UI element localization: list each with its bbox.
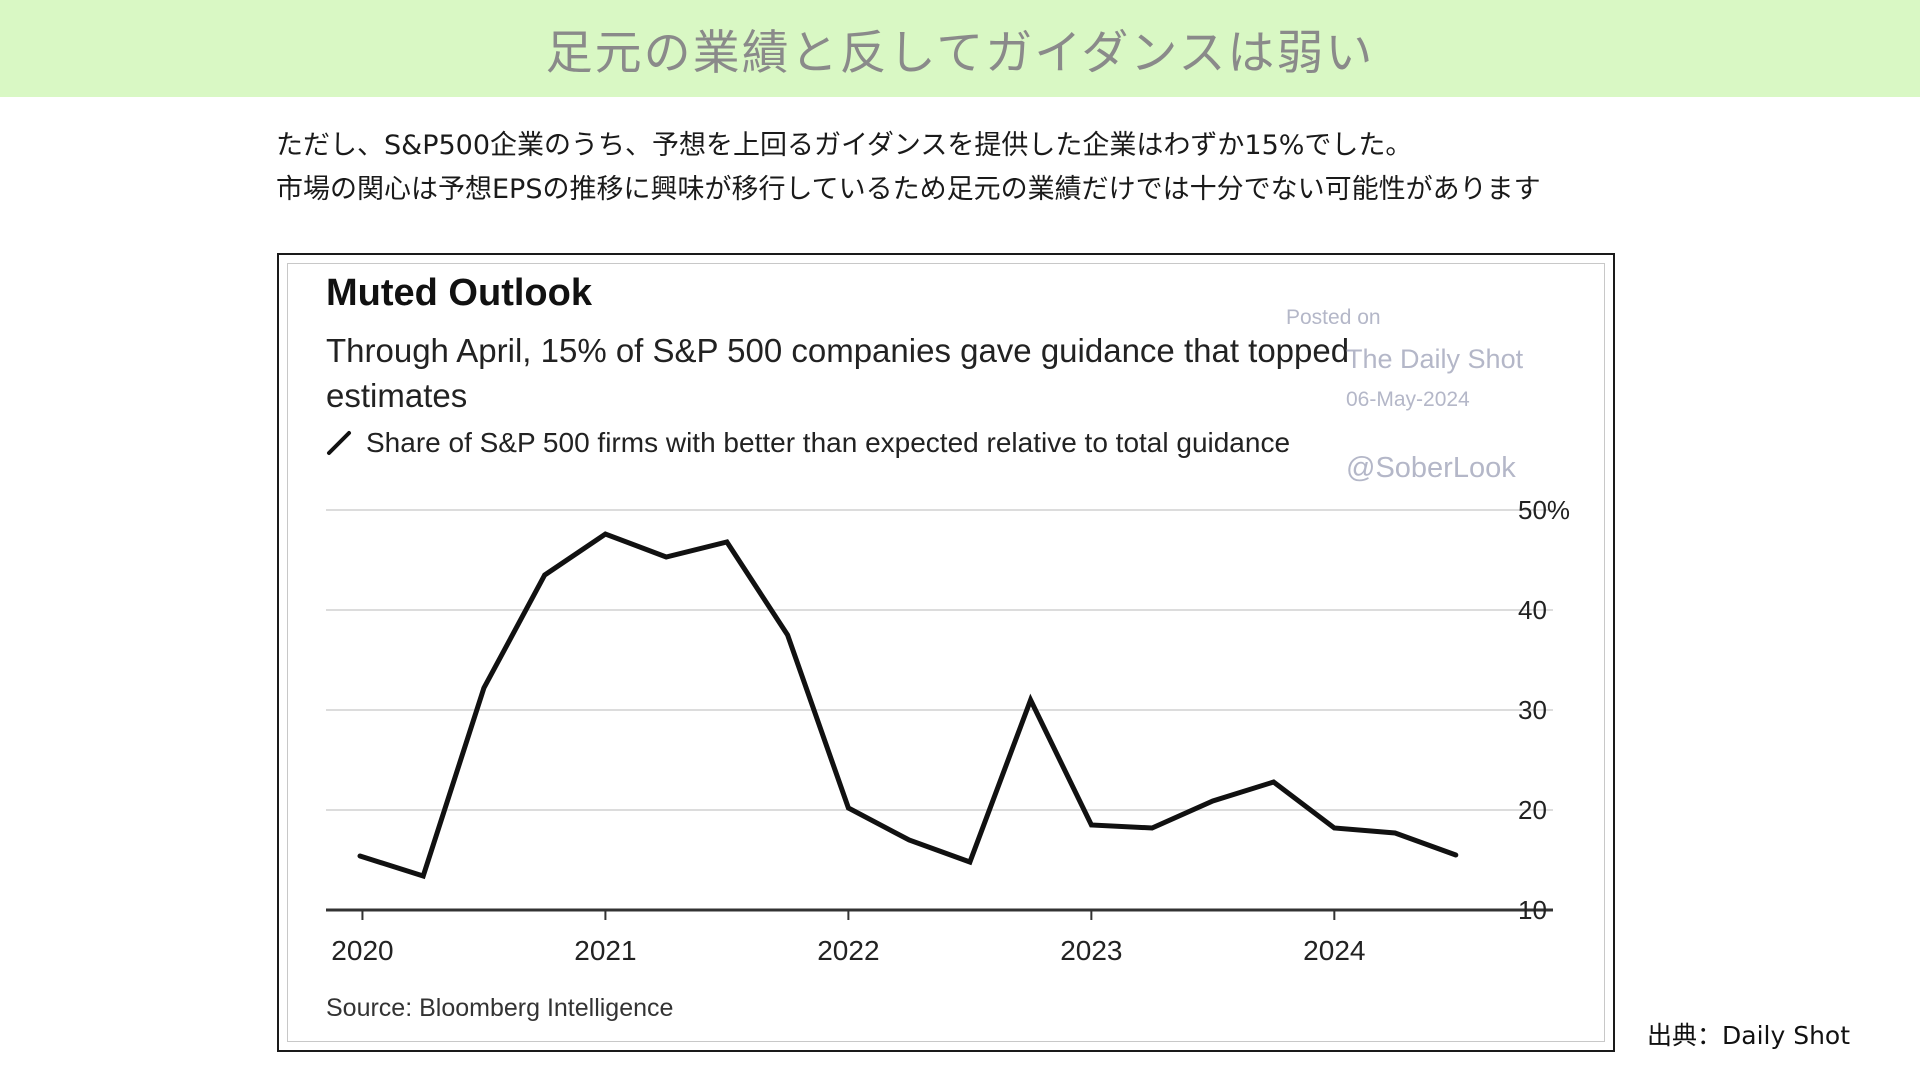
x-tick-label: 2021 bbox=[574, 935, 636, 966]
chart-subtitle: Through April, 15% of S&P 500 companies … bbox=[326, 332, 1350, 414]
legend-line-icon bbox=[327, 431, 351, 455]
intro-line-2: 市場の関心は予想EPSの推移に興味が移行しているため足元の業績だけでは十分でない… bbox=[276, 174, 1541, 205]
intro-text: ただし、S&P500企業のうち、予想を上回るガイダンスを提供した企業はわずか15… bbox=[276, 124, 1836, 212]
y-tick-label: 50% bbox=[1518, 495, 1570, 525]
series-line-0 bbox=[357, 531, 1459, 880]
label-layer: 10 20 30 40 50% 2020 2021 2022 2023 2024 bbox=[331, 495, 1570, 966]
y-tick-label: 40 bbox=[1518, 595, 1547, 625]
grid-layer bbox=[326, 509, 1553, 811]
y-tick-label: 30 bbox=[1518, 695, 1547, 725]
watermark-name: The Daily Shot bbox=[1346, 344, 1524, 374]
y-tick-label: 20 bbox=[1518, 795, 1547, 825]
watermark-date: 06-May-2024 bbox=[1346, 388, 1470, 411]
chart-legend: Share of S&P 500 firms with better than … bbox=[326, 427, 1290, 459]
y-tick-label: 10 bbox=[1518, 895, 1547, 925]
legend-label: Share of S&P 500 firms with better than … bbox=[366, 427, 1291, 458]
x-tick-label: 2023 bbox=[1060, 935, 1122, 966]
chart-title: Muted Outlook bbox=[326, 272, 592, 314]
page-title: 足元の業績と反してガイダンスは弱い bbox=[545, 26, 1375, 81]
axis-layer bbox=[326, 908, 1553, 920]
credit-note: 出典：Daily Shot bbox=[1647, 1021, 1851, 1050]
chart-frame bbox=[277, 253, 1615, 1052]
title-banner: 足元の業績と反してガイダンスは弱い bbox=[0, 0, 1920, 97]
x-tick-label: 2024 bbox=[1303, 935, 1365, 966]
x-tick-label: 2020 bbox=[331, 935, 393, 966]
x-tick-label: 2022 bbox=[817, 935, 879, 966]
chart-inner-border bbox=[287, 263, 1605, 1042]
watermark-posted: Posted on bbox=[1286, 306, 1381, 329]
line-layer bbox=[357, 531, 1459, 880]
intro-line-1: ただし、S&P500企業のうち、予想を上回るガイダンスを提供した企業はわずか15… bbox=[276, 130, 1413, 161]
watermark-handle: @SoberLook bbox=[1346, 452, 1516, 484]
chart-source: Source: Bloomberg Intelligence bbox=[326, 994, 674, 1022]
